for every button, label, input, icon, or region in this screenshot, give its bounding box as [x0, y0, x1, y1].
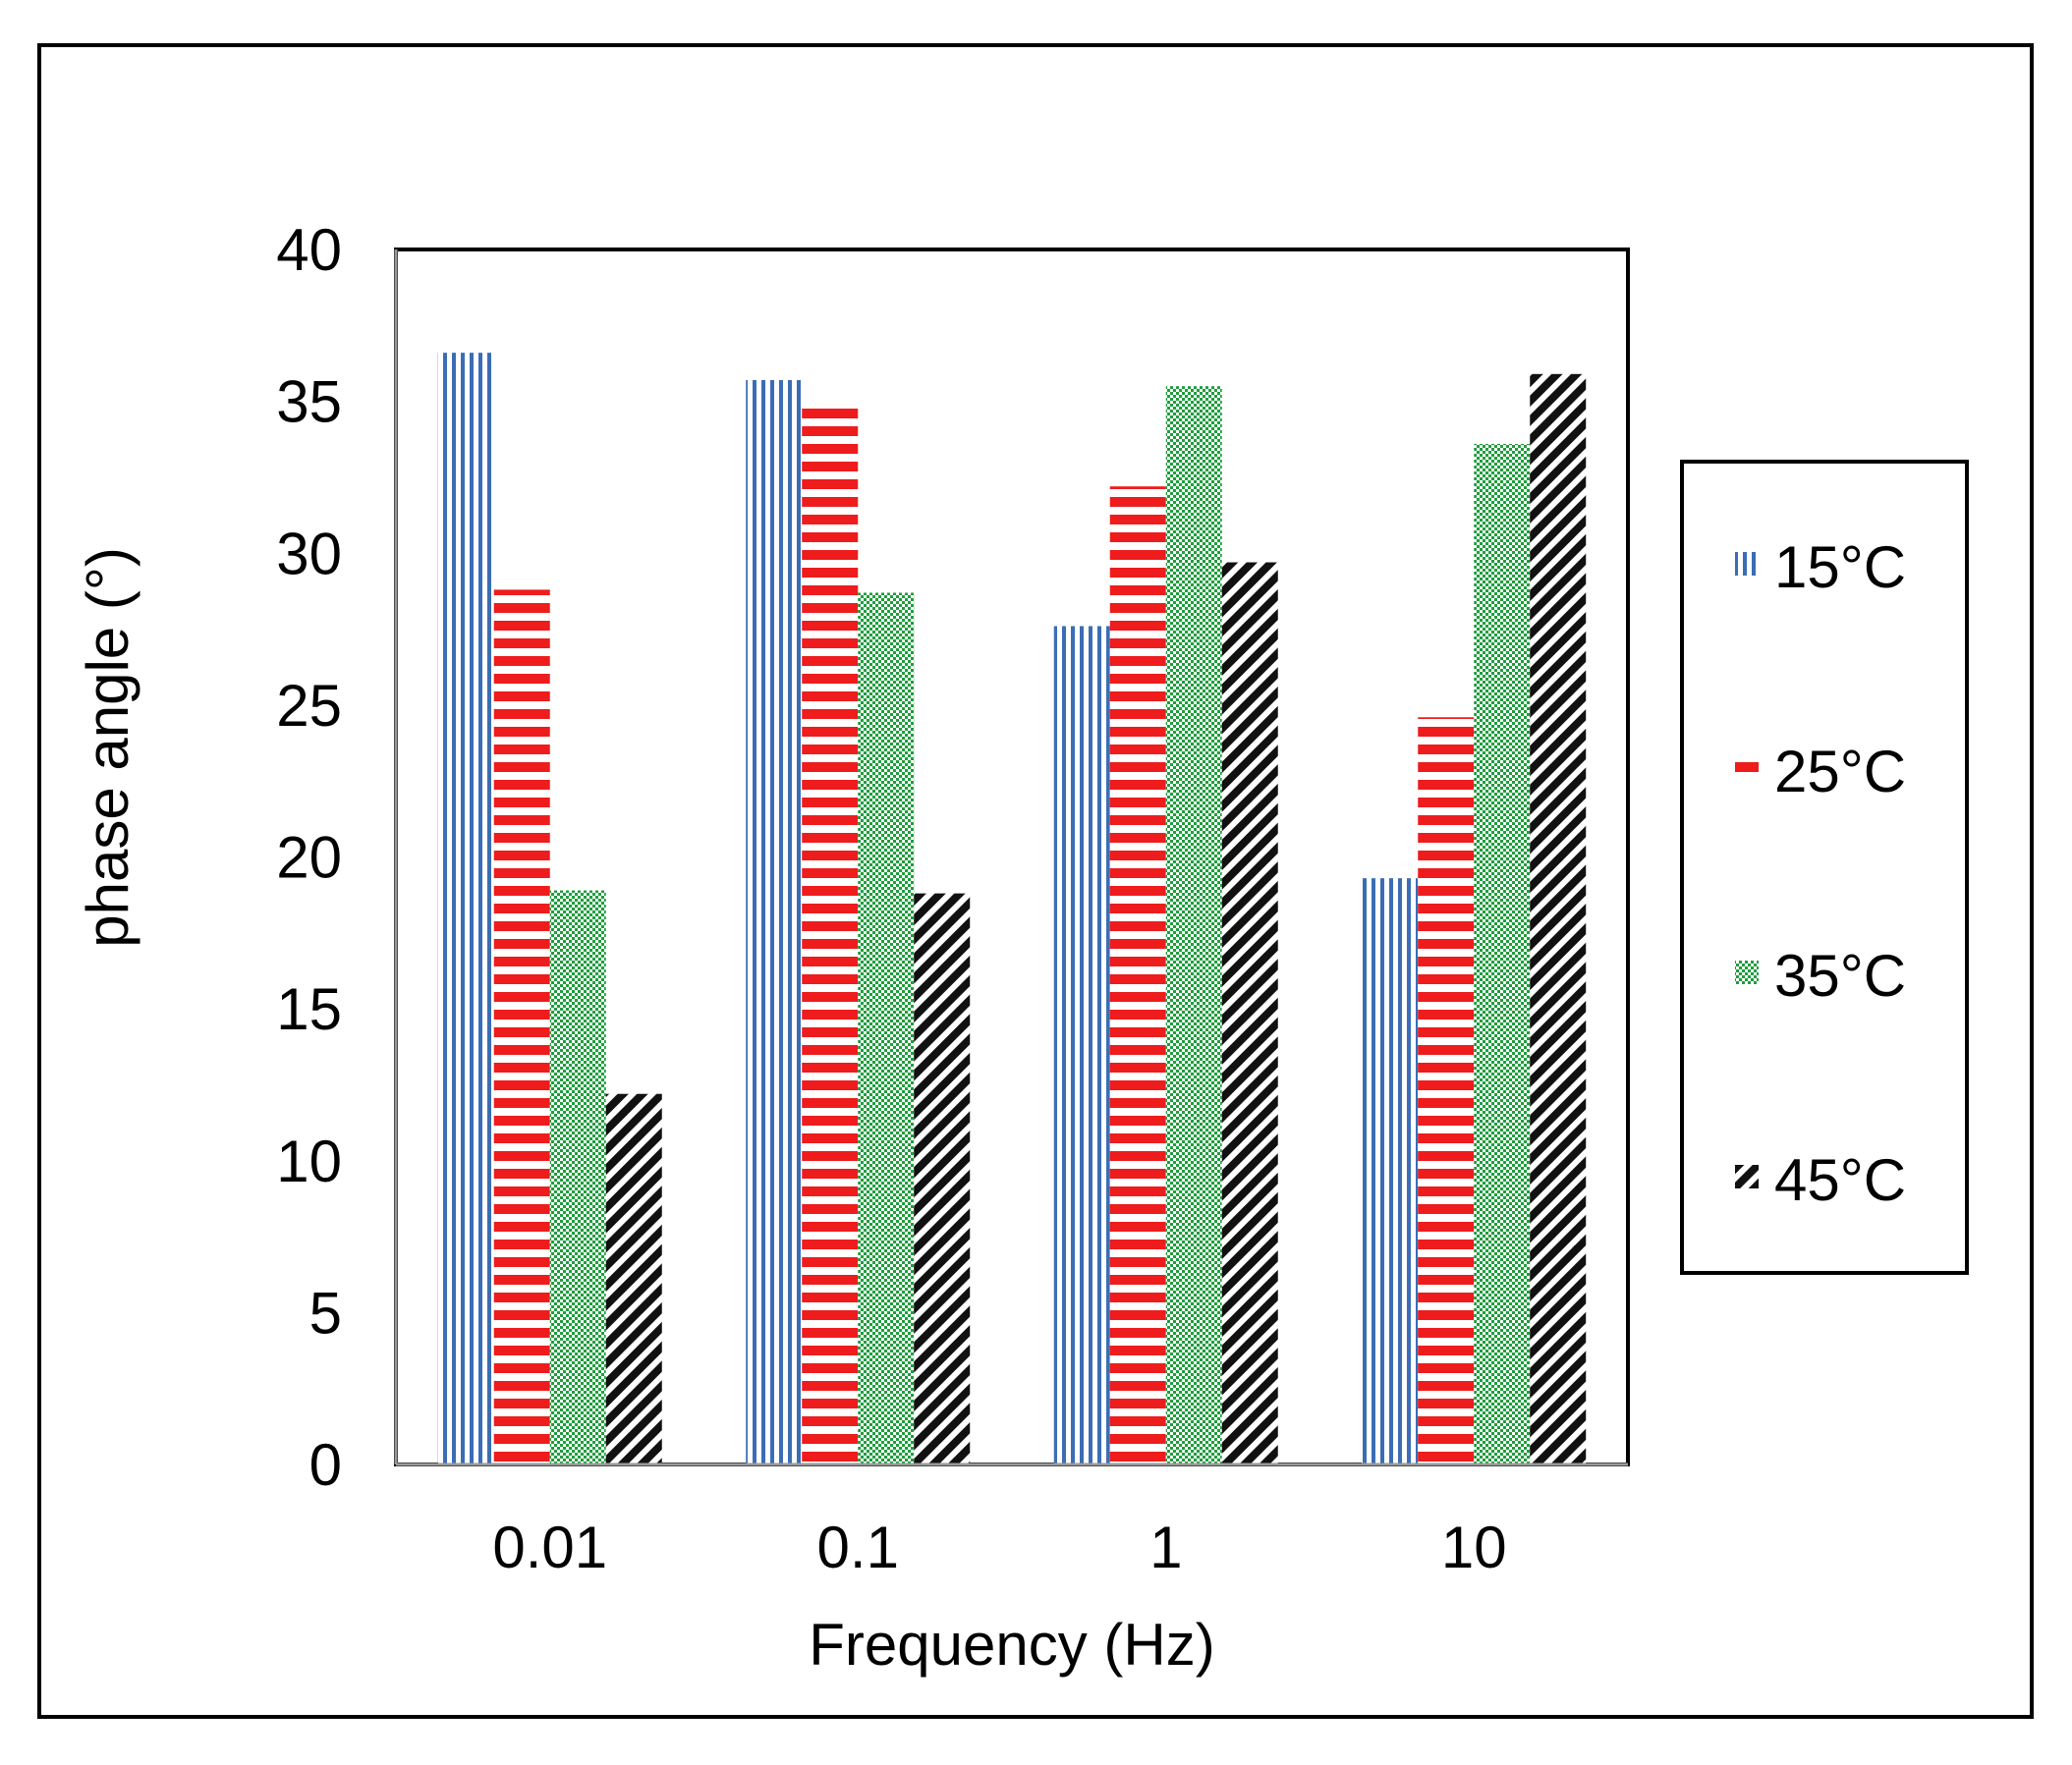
- y-axis: 0 5 10 15 20 25 30 35 40: [276, 217, 342, 1498]
- bar-15c-1: [1053, 626, 1110, 1464]
- bars-layer: [437, 353, 1587, 1465]
- legend-label: 25°C: [1774, 739, 1906, 804]
- legend-label: 45°C: [1774, 1147, 1906, 1213]
- x-tick-label: 0.01: [492, 1515, 607, 1580]
- legend-label: 35°C: [1774, 943, 1906, 1009]
- x-axis: 0.01 0.1 1 10: [492, 1515, 1506, 1580]
- legend-swatch: [1735, 1165, 1759, 1188]
- y-tick-label: 25: [276, 673, 342, 739]
- y-tick-label: 15: [276, 976, 342, 1042]
- bar-25c-1: [1109, 486, 1166, 1465]
- legend-box: [1680, 460, 1969, 1275]
- bar-45c-0_01: [605, 1093, 662, 1464]
- y-tick-label: 0: [309, 1432, 342, 1498]
- y-tick-label: 10: [276, 1129, 342, 1194]
- bar-15c-0_1: [746, 379, 803, 1464]
- bar-15c-10: [1362, 878, 1419, 1464]
- bar-45c-0_1: [914, 893, 971, 1464]
- y-tick-label: 5: [309, 1280, 342, 1346]
- bar-35c-10: [1474, 443, 1531, 1464]
- bar-25c-10: [1418, 717, 1475, 1464]
- bar-25c-0_01: [493, 589, 550, 1464]
- bar-45c-10: [1530, 373, 1587, 1465]
- legend: 15°C 25°C 35°C 45°C: [1680, 460, 1969, 1275]
- bar-15c-0_01: [437, 353, 494, 1464]
- bar-45c-1: [1221, 562, 1278, 1464]
- bar-35c-1: [1165, 386, 1222, 1465]
- x-axis-title: Frequency (Hz): [809, 1612, 1214, 1678]
- y-tick-label: 20: [276, 825, 342, 891]
- y-tick-label: 30: [276, 521, 342, 586]
- legend-swatch: [1735, 961, 1759, 984]
- y-tick-label: 35: [276, 369, 342, 435]
- bar-25c-0_1: [802, 404, 859, 1464]
- bar-35c-0_01: [549, 890, 606, 1464]
- y-axis-title: phase angle (°): [75, 547, 140, 948]
- x-tick-label: 0.1: [817, 1515, 899, 1580]
- x-tick-label: 10: [1441, 1515, 1507, 1580]
- legend-label: 15°C: [1774, 534, 1906, 600]
- legend-swatch: [1735, 756, 1759, 780]
- legend-swatch: [1735, 552, 1759, 576]
- x-tick-label: 1: [1149, 1515, 1182, 1580]
- bar-35c-0_1: [858, 592, 915, 1464]
- y-tick-label: 40: [276, 217, 342, 283]
